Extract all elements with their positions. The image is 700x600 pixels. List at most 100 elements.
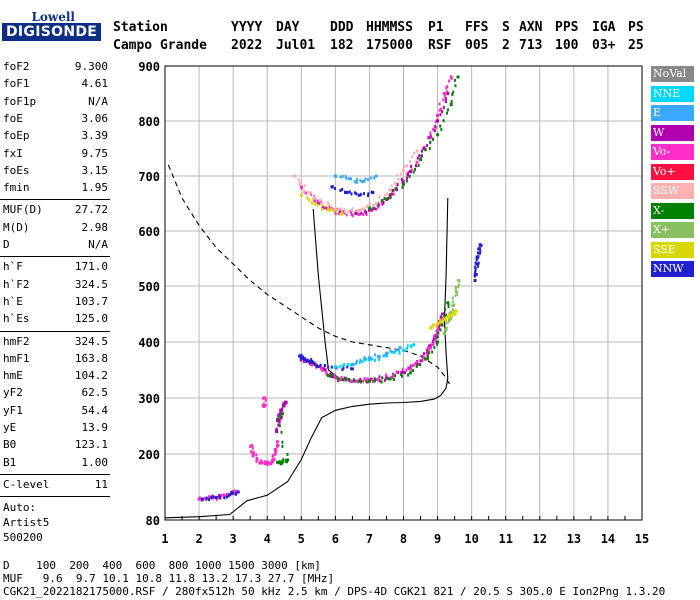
data-point <box>330 375 334 379</box>
param-row-b1: B1 1.00 <box>3 456 108 473</box>
param-value: N/A <box>88 94 108 108</box>
echo-mark <box>299 180 302 184</box>
echo-mark <box>250 450 253 454</box>
echo-mark <box>319 363 322 367</box>
echo-mark <box>324 206 327 210</box>
echo-mark <box>368 201 371 205</box>
data-point <box>436 329 440 333</box>
y-tick-label: 80 <box>146 514 160 528</box>
param-value: 171.0 <box>74 260 108 274</box>
param-value: 11 <box>94 477 108 491</box>
echo-mark <box>356 379 359 383</box>
data-point <box>446 92 450 95</box>
echo-mark <box>477 261 480 265</box>
echo-mark <box>427 136 430 140</box>
data-point <box>277 417 281 421</box>
echo-mark <box>414 361 417 365</box>
x-tick-label: 6 <box>332 532 339 546</box>
echo-mark <box>432 127 435 131</box>
echo-mark <box>358 209 361 213</box>
header-row2-day: Jul01 <box>276 38 316 53</box>
echo-mark <box>412 170 415 174</box>
param-value: 54.4 <box>81 403 109 417</box>
echo-mark <box>285 460 288 464</box>
echo-mark <box>420 149 423 153</box>
param-value: 3.06 <box>81 111 109 125</box>
x-tick-label: 4 <box>264 532 271 546</box>
series-multi-hop-vo- <box>299 75 453 218</box>
data-point <box>250 444 254 448</box>
data-point <box>475 262 479 266</box>
data-point <box>354 211 358 215</box>
echo-mark <box>403 348 406 352</box>
echo-mark <box>305 191 308 195</box>
data-point <box>430 343 434 347</box>
echo-mark <box>426 354 429 358</box>
echo-mark <box>321 207 324 211</box>
echo-mark <box>373 358 376 362</box>
header-row1-s: S <box>502 20 510 35</box>
echo-mark <box>279 411 282 415</box>
series-multi-hop-e- <box>333 174 378 185</box>
echo-mark <box>300 353 303 357</box>
echo-mark <box>442 98 445 102</box>
echo-mark <box>198 496 201 500</box>
x-tick-label: 2 <box>195 532 202 546</box>
echo-mark <box>406 164 409 168</box>
echo-mark <box>396 173 399 177</box>
echo-mark <box>426 353 429 357</box>
data-point <box>350 362 354 366</box>
echo-mark <box>406 344 409 348</box>
echo-mark <box>383 194 386 198</box>
echo-mark <box>428 344 431 348</box>
echo-mark <box>234 492 237 496</box>
echo-mark <box>345 213 348 217</box>
chart-curves <box>164 164 452 519</box>
echo-mark <box>359 192 362 196</box>
echo-mark <box>221 493 224 497</box>
echo-mark <box>376 354 379 358</box>
echo-mark <box>298 182 301 186</box>
data-point <box>388 377 392 381</box>
echo-mark <box>225 492 228 496</box>
legend-item-noval: NoVal <box>651 66 694 82</box>
data-point <box>306 191 310 194</box>
echo-mark <box>362 213 365 217</box>
echo-mark <box>430 326 433 330</box>
echo-mark <box>341 368 344 372</box>
echo-mark <box>351 380 354 384</box>
param-name: h`F2 <box>3 277 30 291</box>
echo-mark <box>366 194 369 198</box>
plot-frame <box>164 65 643 521</box>
param-row-hmf2: hmF2 324.5 <box>3 335 108 352</box>
echo-mark <box>399 172 402 176</box>
echo-mark <box>358 361 361 365</box>
series-f2-o-trace-nnw- <box>298 353 354 372</box>
data-point <box>228 493 232 497</box>
echo-mark <box>361 360 364 364</box>
curve-true-height-profile <box>164 197 449 519</box>
param-name: yE <box>3 421 17 434</box>
echo-mark <box>367 177 370 181</box>
param-row-yf1: yF1 54.4 <box>3 404 108 421</box>
chart-grid <box>164 65 643 521</box>
echo-mark <box>435 340 438 344</box>
header-row1-ffs: FFS <box>465 20 489 35</box>
echo-mark <box>419 359 422 363</box>
header-row2-yyyy: 2022 <box>231 38 263 53</box>
echo-mark <box>324 364 327 368</box>
echo-mark <box>453 303 456 307</box>
param-value: 125.0 <box>74 312 108 326</box>
x-tick-label: 1 <box>161 532 168 546</box>
auto-scaling-info: Artist5 <box>3 516 50 530</box>
echo-mark <box>378 375 381 379</box>
data-point <box>275 460 279 464</box>
echo-mark <box>392 378 395 382</box>
echo-mark <box>392 350 395 354</box>
echo-mark <box>427 352 430 356</box>
echo-mark <box>390 350 393 354</box>
data-point <box>442 332 446 336</box>
echo-mark <box>439 315 442 319</box>
echo-mark <box>381 376 384 380</box>
echo-mark <box>272 460 275 464</box>
